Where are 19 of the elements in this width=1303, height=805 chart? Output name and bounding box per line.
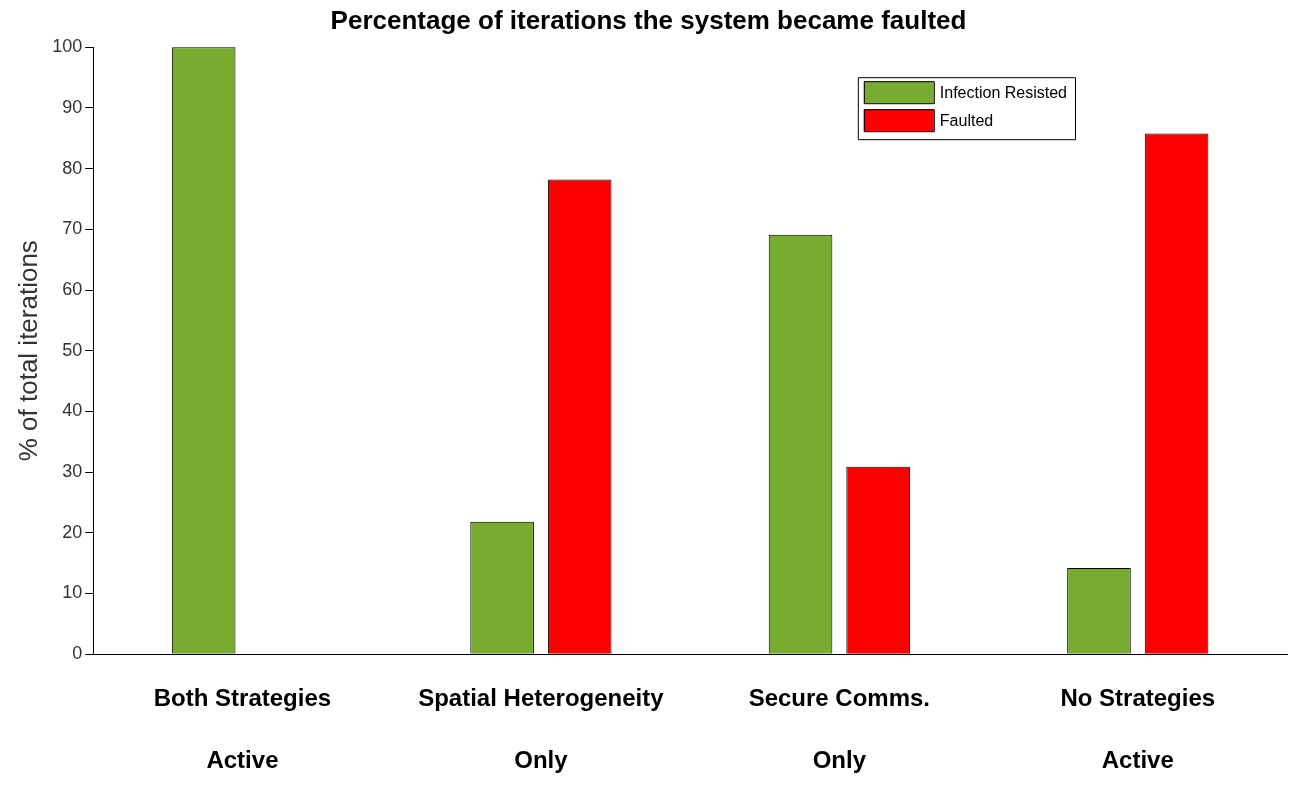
- category-label: Both Strategies Active: [153, 684, 332, 774]
- y-tick-label: 50: [62, 339, 83, 360]
- legend-label: Infection Resisted: [939, 83, 1068, 101]
- chart-title: Percentage of iterations the system became faulted: [330, 4, 967, 35]
- category-label: Spatial Heterogeneity Only: [418, 684, 664, 774]
- category-label: No Strategies Active: [1060, 684, 1216, 774]
- legend-label: Faulted: [939, 111, 994, 129]
- y-tick-label: 10: [62, 582, 83, 603]
- y-tick-label: 60: [62, 278, 83, 299]
- y-tick-label: 20: [62, 521, 83, 542]
- y-tick-label: 90: [62, 96, 83, 117]
- category-label: Secure Comms. Only: [748, 684, 931, 774]
- y-axis-title: % of total iterations: [12, 240, 43, 462]
- y-tick-label: 30: [62, 461, 83, 482]
- y-tick-label: 40: [62, 400, 83, 421]
- y-tick-label: 80: [62, 157, 83, 178]
- y-tick-label: 70: [62, 218, 83, 239]
- y-tick-label: 0: [72, 643, 83, 664]
- y-tick-label: 100: [52, 36, 83, 57]
